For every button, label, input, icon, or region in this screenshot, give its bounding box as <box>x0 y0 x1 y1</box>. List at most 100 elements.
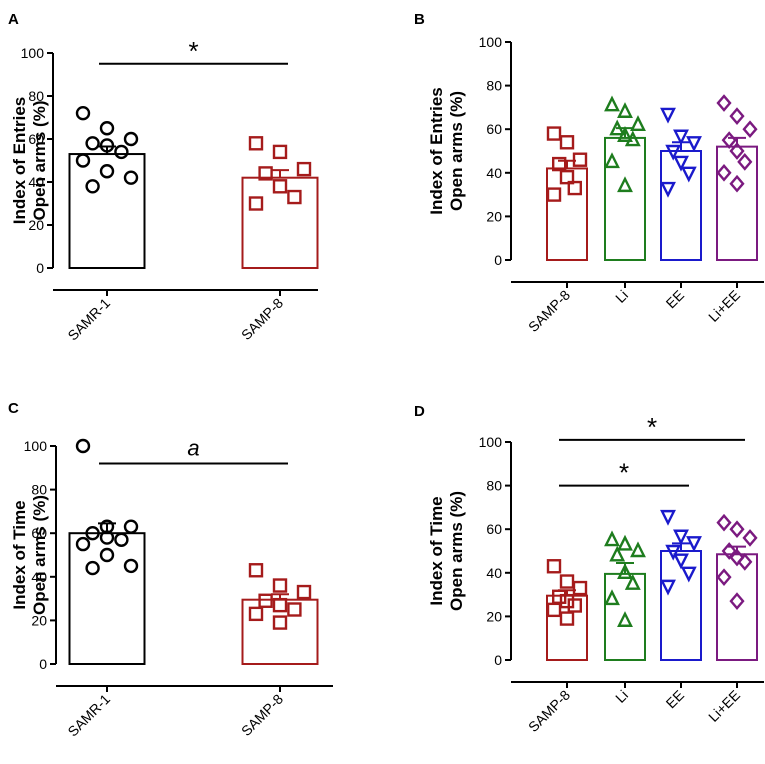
y-tick-label: 20 <box>486 208 502 224</box>
data-point <box>114 532 129 547</box>
data-point <box>248 563 264 578</box>
data-point <box>729 520 745 539</box>
x-tick-label: SAMP-8 <box>238 691 286 739</box>
panel-c: C 0 20 40 60 80 100 Index of TimeOpen arms (%)… <box>8 400 333 740</box>
data-point <box>721 542 737 560</box>
data-point <box>546 602 562 618</box>
y-tick-label: 0 <box>39 656 47 672</box>
data-point <box>604 589 620 606</box>
data-point <box>660 107 676 124</box>
data-point <box>617 102 633 118</box>
data-point <box>559 135 575 150</box>
data-point <box>729 142 745 160</box>
data-point <box>546 126 562 141</box>
x-tick-label: Li+EE <box>705 687 743 725</box>
data-point <box>609 119 626 136</box>
y-tick-label: 60 <box>31 525 47 541</box>
bar <box>716 145 758 261</box>
data-point <box>604 530 620 547</box>
data-point <box>75 438 91 454</box>
data-point <box>85 136 100 151</box>
data-point <box>75 536 91 552</box>
data-point <box>272 144 288 160</box>
x-tick-label: EE <box>663 287 688 312</box>
data-point <box>716 568 732 587</box>
data-point <box>729 592 745 610</box>
data-point <box>604 95 620 112</box>
data-point <box>686 536 702 552</box>
data-point <box>248 606 264 622</box>
data-point <box>258 166 273 181</box>
data-point <box>287 189 302 205</box>
data-point <box>665 144 682 161</box>
data-point <box>630 541 646 558</box>
data-point <box>572 580 588 596</box>
data-point <box>99 164 115 179</box>
data-point <box>567 598 582 613</box>
bar <box>68 532 146 666</box>
data-point <box>296 584 312 600</box>
y-tick-label: 100 <box>479 34 503 50</box>
y-tick-label: 80 <box>31 482 47 498</box>
y-tick-label: 80 <box>486 478 502 494</box>
data-point <box>258 593 273 608</box>
y-axis-title: Index of TimeOpen arms (%) <box>10 495 49 615</box>
data-point <box>737 153 753 171</box>
y-axis-title-line-2: Open arms (%) <box>447 491 466 611</box>
data-point <box>99 121 115 136</box>
data-point <box>248 136 264 151</box>
data-point <box>673 553 689 570</box>
y-tick-label: 0 <box>494 252 502 268</box>
data-point <box>609 545 626 562</box>
y-tick-label: 40 <box>486 165 502 181</box>
data-point <box>114 144 129 160</box>
data-point <box>660 579 676 596</box>
y-axis-title-line-2: Open arms (%) <box>447 91 466 211</box>
data-point <box>248 196 264 211</box>
data-point <box>660 181 676 198</box>
panel-letter-c: C <box>8 400 19 417</box>
data-point <box>716 94 732 112</box>
y-tick-label: 0 <box>36 260 44 276</box>
y-tick-label: 40 <box>31 569 47 585</box>
y-axis-title-line-1: Index of Time <box>427 496 446 605</box>
panel-d: D 0 20 40 60 80 100 Index of TimeOpen arms (%)… <box>414 403 764 735</box>
y-tick-label: 100 <box>24 438 48 454</box>
data-point <box>673 529 689 546</box>
data-point <box>85 560 100 576</box>
data-point <box>630 115 646 132</box>
data-point <box>85 179 100 194</box>
data-point <box>624 130 641 147</box>
data-point <box>729 174 745 193</box>
data-point <box>85 526 100 541</box>
panel-letter-b: B <box>414 11 425 28</box>
data-point <box>660 509 676 526</box>
x-tick-label: EE <box>663 687 688 712</box>
y-tick-label: 40 <box>486 565 502 581</box>
significance-label: * <box>619 458 629 488</box>
data-point <box>604 152 620 169</box>
data-point <box>572 152 588 167</box>
data-point <box>716 163 732 182</box>
data-point <box>617 563 633 579</box>
x-tick-label: SAMP-8 <box>238 295 286 343</box>
y-tick-label: 0 <box>494 652 502 668</box>
data-point <box>559 169 575 185</box>
data-point <box>123 519 139 534</box>
data-point <box>673 155 689 172</box>
data-point <box>729 548 745 567</box>
y-axis-title: Index of TimeOpen arms (%) <box>427 491 466 611</box>
y-axis-title-line-1: Index of Time <box>10 500 29 609</box>
x-tick-label: Li+EE <box>705 287 743 325</box>
data-point <box>680 166 697 183</box>
data-point <box>716 513 732 532</box>
data-point <box>287 602 302 617</box>
y-axis-title-line-2: Open arms (%) <box>30 101 49 221</box>
x-tick-label: SAMP-8 <box>525 687 573 735</box>
data-point <box>617 611 633 627</box>
data-point <box>272 615 288 630</box>
data-point <box>75 105 91 121</box>
bar <box>241 598 319 665</box>
data-point <box>296 161 312 177</box>
y-tick-label: 20 <box>31 612 47 628</box>
